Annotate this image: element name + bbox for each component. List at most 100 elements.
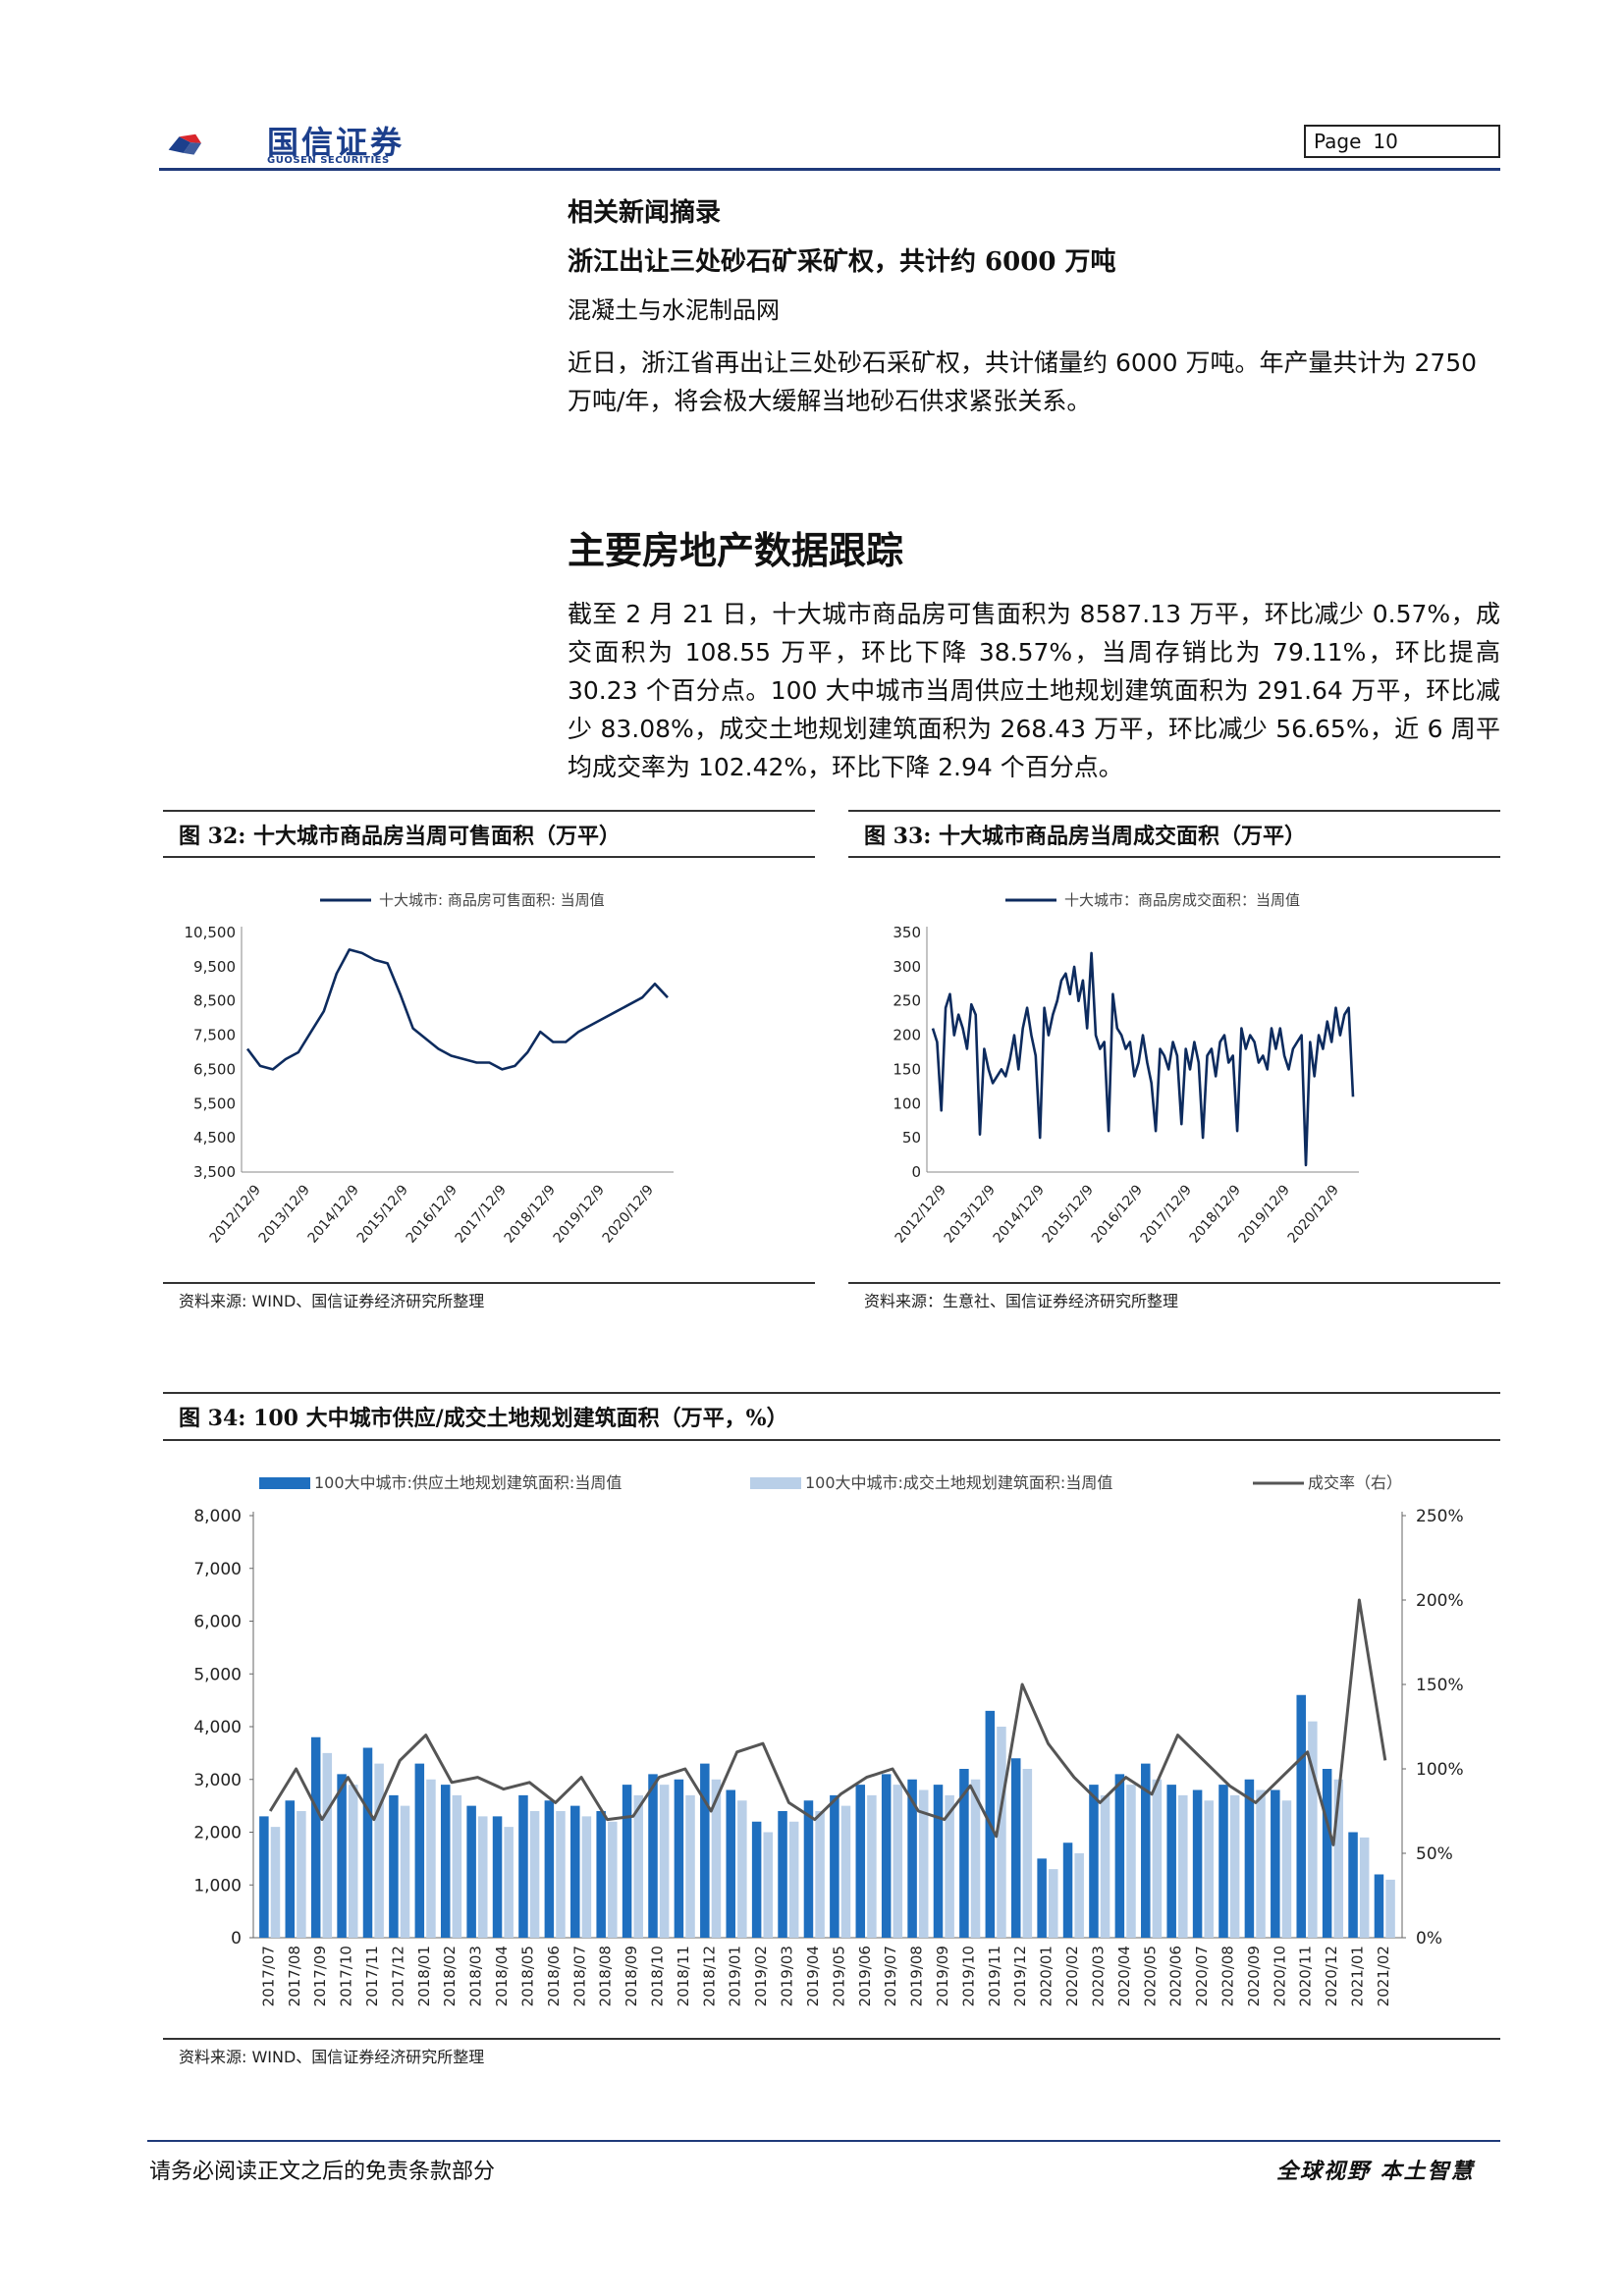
fig34-x-tick-label: 2019/07 (882, 1946, 899, 2006)
fig34-x-tick-label: 2019/04 (804, 1946, 822, 2006)
news-section-title: 相关新闻摘录 (568, 198, 722, 228)
fig34-bar-deal (1256, 1789, 1266, 1938)
fig34-bar-supply (414, 1763, 425, 1938)
fig33-y-tick-label: 100 (893, 1095, 921, 1112)
fig34-bar-supply (1062, 1842, 1073, 1938)
fig32-legend-label: 十大城市: 商品房可售面积: 当周值 (379, 891, 605, 909)
fig34-y2-tick-label: 250% (1416, 1507, 1464, 1526)
footer-disclaimer: 请务必阅读正文之后的免责条款部分 (149, 2160, 496, 2184)
fig34-bar-supply (389, 1794, 399, 1938)
fig34-x-tick-label: 2020/08 (1219, 1946, 1237, 2006)
fig34-bar-deal (918, 1789, 929, 1938)
fig34-y2-tick-label: 50% (1416, 1844, 1453, 1864)
fig34-bar-deal (426, 1779, 436, 1938)
fig34-x-tick-label: 2018/03 (467, 1946, 485, 2006)
fig32-chart: 十大城市: 商品房可售面积: 当周值 3,500 4,500 5,500 6,500 7,… (185, 891, 674, 1247)
fig34-x-tick-label: 2018/04 (493, 1946, 511, 2006)
fig32-y-tick-label: 7,500 (193, 1027, 236, 1044)
fig33-chart: 十大城市：商品房成交面积：当周值050100150200250300350201… (893, 891, 1359, 1247)
fig34-x-tick-label: 2018/11 (675, 1946, 692, 2006)
fig33-legend-label: 十大城市：商品房成交面积：当周值 (1064, 891, 1300, 909)
fig34-x-tick-label: 2020/10 (1271, 1946, 1288, 2006)
fig34-caption: 图 34: 100 大中城市供应/成交土地规划建筑面积（万平，%） (179, 1406, 788, 1431)
fig34-bar-supply (1374, 1874, 1384, 1938)
fig34-bar-deal (400, 1805, 410, 1938)
fig34-bar-deal (504, 1827, 514, 1938)
fig34-x-tick-label: 2020/07 (1193, 1946, 1211, 2006)
fig34-bar-supply (1089, 1785, 1099, 1938)
fig34-bar-deal (1385, 1879, 1395, 1938)
fig34-bar-deal (556, 1811, 566, 1938)
fig34-bar-deal (452, 1794, 462, 1938)
fig34-bar-deal (1049, 1869, 1058, 1938)
fig33-y-tick-label: 200 (893, 1027, 921, 1044)
fig34-bar-deal (348, 1785, 358, 1938)
fig34-bar-supply (751, 1821, 762, 1938)
fig34-y-tick-label: 8,000 (193, 1507, 242, 1526)
fig34-x-tick-label: 2017/10 (338, 1946, 355, 2006)
fig34-bar-deal (529, 1811, 540, 1938)
fig34-bar-deal (840, 1805, 851, 1938)
fig34-bar-deal (815, 1811, 825, 1938)
fig34-bar-supply (830, 1794, 839, 1938)
fig34-bar-supply (933, 1785, 944, 1938)
fig34-bar-supply (544, 1800, 555, 1938)
fig32-caption: 图 32: 十大城市商品房当周可售面积（万平） (179, 824, 622, 849)
fig34-bar-supply (855, 1785, 866, 1938)
fig34-bar-supply (440, 1785, 451, 1938)
fig34-bar-deal (970, 1779, 981, 1938)
fig34-bar-deal (1229, 1794, 1240, 1938)
fig34-bar-deal (1281, 1800, 1292, 1938)
fig34-y-tick-label: 0 (231, 1929, 242, 1949)
fig34-bar-supply (285, 1800, 296, 1938)
fig33-caption: 图 33: 十大城市商品房当周成交面积（万平） (864, 824, 1307, 849)
fig32-y-tick-label: 4,500 (193, 1129, 236, 1147)
fig34-x-tick-label: 2020/12 (1323, 1946, 1340, 2006)
fig34-bar-deal (1100, 1794, 1110, 1938)
fig34-legend-label-0: 100大中城市:供应土地规划建筑面积:当周值 (314, 1473, 622, 1492)
fig34-bar-deal (633, 1794, 643, 1938)
fig34-y-tick-label: 5,000 (193, 1665, 242, 1684)
fig34-y-tick-label: 1,000 (193, 1876, 242, 1896)
fig34-x-tick-label: 2019/01 (727, 1946, 744, 2006)
news-headline: 浙江出让三处砂石矿采矿权，共计约 6000 万吨 (568, 247, 1116, 277)
fig34-bar-supply (1037, 1858, 1047, 1938)
fig34-x-tick-label: 2017/07 (259, 1946, 277, 2006)
fig34-bar-supply (1114, 1774, 1125, 1938)
fig34-bar-deal (1152, 1779, 1163, 1938)
fig34-x-tick-label: 2018/08 (597, 1946, 615, 2006)
fig34-x-tick-label: 2021/01 (1349, 1946, 1367, 2006)
fig33-y-tick-label: 250 (893, 992, 921, 1010)
fig34-x-tick-label: 2018/01 (415, 1946, 433, 2006)
fig34-x-tick-label: 2018/06 (545, 1946, 563, 2006)
fig33-top-rule (848, 810, 1500, 812)
fig34-bar-deal (270, 1827, 281, 1938)
fig34-y2-tick-label: 150% (1416, 1676, 1464, 1695)
fig34-bar-supply (1244, 1779, 1255, 1938)
fig34-bar-deal (711, 1779, 722, 1938)
fig33-y-tick-label: 0 (911, 1163, 921, 1181)
fig34-legend-label-2: 成交率（右） (1308, 1473, 1402, 1492)
fig34-bar-supply (726, 1789, 735, 1938)
fig34-bar-supply (466, 1805, 476, 1938)
fig34-y2-tick-label: 0% (1416, 1929, 1442, 1949)
fig32-y-tick-label: 5,500 (193, 1095, 236, 1112)
fig32-x-tick-label: 2020/12/9 (600, 1182, 657, 1246)
fig34-bar-deal (945, 1794, 954, 1938)
fig32-y-tick-label: 9,500 (193, 958, 236, 976)
fig34-bar-supply (570, 1805, 580, 1938)
footer-divider (147, 2140, 1500, 2142)
fig34-bar-deal (685, 1794, 695, 1938)
fig34-chart: 100大中城市:供应土地规划建筑面积:当周值 100大中城市:成交土地规划建筑面积… (193, 1473, 1464, 2006)
fig34-legend-swatch-1 (750, 1477, 801, 1489)
fig34-top-rule (163, 1392, 1500, 1394)
fig34-x-tick-label: 2020/01 (1038, 1946, 1056, 2006)
fig34-bar-deal (1359, 1837, 1370, 1938)
fig34-bar-supply (1322, 1769, 1332, 1938)
fig33-caption-rule (848, 856, 1500, 858)
fig34-bar-deal (1204, 1800, 1214, 1938)
fig34-bar-deal (1308, 1721, 1318, 1938)
fig34-bar-deal (893, 1785, 903, 1938)
fig33-series-line (931, 951, 1355, 1167)
fig34-x-tick-label: 2018/09 (623, 1946, 640, 2006)
